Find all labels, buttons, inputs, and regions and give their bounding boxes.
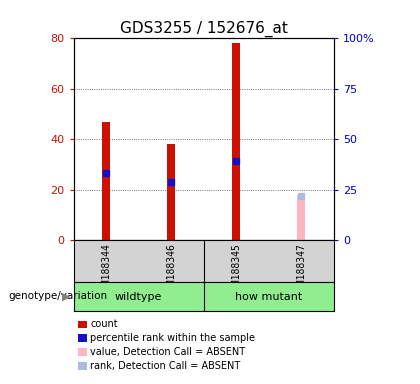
Text: wildtype: wildtype (115, 291, 162, 302)
Text: value, Detection Call = ABSENT: value, Detection Call = ABSENT (90, 347, 245, 357)
Text: GSM188344: GSM188344 (101, 243, 111, 296)
Title: GDS3255 / 152676_at: GDS3255 / 152676_at (120, 21, 288, 37)
Text: ▶: ▶ (62, 291, 71, 301)
Text: how mutant: how mutant (235, 291, 302, 302)
Text: count: count (90, 319, 118, 329)
Text: genotype/variation: genotype/variation (8, 291, 108, 301)
Bar (232, 43, 240, 240)
Text: percentile rank within the sample: percentile rank within the sample (90, 333, 255, 343)
Text: GSM188346: GSM188346 (166, 243, 176, 296)
Text: GSM188347: GSM188347 (297, 243, 306, 296)
Bar (297, 195, 305, 240)
Text: rank, Detection Call = ABSENT: rank, Detection Call = ABSENT (90, 361, 241, 371)
Text: GSM188345: GSM188345 (231, 243, 241, 296)
Bar (167, 144, 175, 240)
Bar (102, 122, 110, 240)
